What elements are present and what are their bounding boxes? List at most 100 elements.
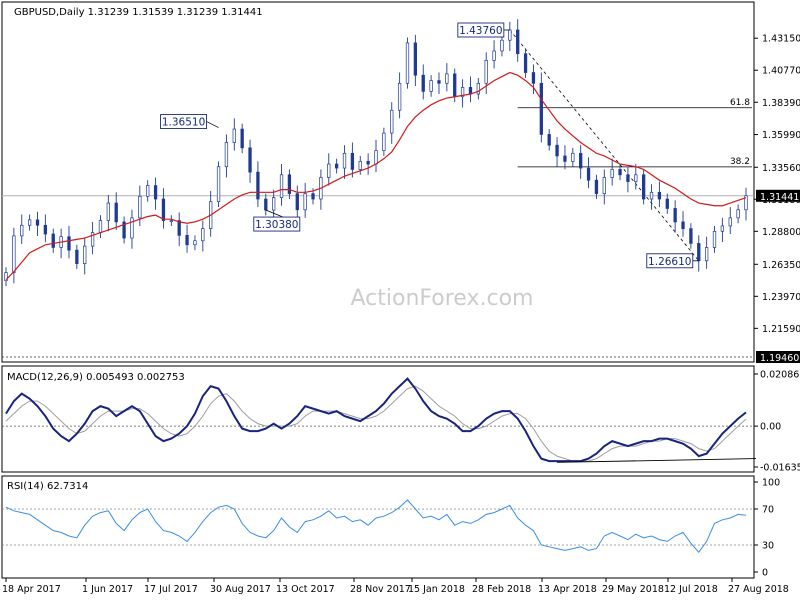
candle	[130, 209, 134, 249]
rsi-tick-label: 70	[762, 505, 774, 516]
candle	[413, 34, 418, 86]
candle	[146, 180, 150, 202]
main-panel-frame	[1, 1, 755, 363]
candle	[75, 244, 79, 269]
date-tick-label: 17 Jul 2017	[144, 584, 198, 595]
candle-body	[67, 236, 71, 251]
candle	[539, 72, 543, 143]
candle-body	[295, 193, 299, 211]
rsi-line	[5, 499, 747, 554]
candle-body	[697, 243, 701, 262]
rsi-tick-label: 30	[762, 541, 774, 552]
candle	[327, 153, 331, 186]
candle	[437, 72, 441, 95]
candle	[67, 225, 71, 259]
rsi-panel-content	[2, 499, 754, 554]
macd-panel-content	[2, 377, 757, 463]
candle	[736, 204, 740, 224]
candle-body	[453, 73, 457, 98]
candle	[563, 145, 567, 170]
candle	[681, 211, 685, 237]
candle-body	[728, 217, 732, 227]
candle-body	[720, 225, 725, 232]
candle-body	[476, 82, 480, 95]
candle-body	[744, 195, 748, 211]
candle	[350, 142, 355, 178]
candle	[421, 64, 425, 100]
candle-body	[334, 163, 339, 169]
price-tick-label: 1.35990	[762, 130, 800, 141]
candle-body	[98, 220, 103, 234]
candle	[279, 164, 284, 206]
price-tick-label: 1.28800	[762, 227, 800, 238]
candle-body	[563, 155, 567, 162]
candle-body	[232, 128, 236, 143]
candle	[689, 223, 693, 249]
candle	[445, 63, 449, 92]
candle	[106, 194, 110, 232]
candle-body	[736, 209, 740, 219]
candle	[594, 174, 599, 200]
candle-body	[484, 60, 488, 84]
candle-body	[256, 171, 260, 200]
candle	[618, 164, 622, 181]
candle-body	[689, 228, 693, 244]
candle	[248, 139, 252, 183]
candle	[531, 64, 536, 95]
candle-body	[523, 53, 528, 73]
price-callout: 1.36510	[160, 114, 219, 130]
candle-body	[673, 208, 677, 223]
candle-body	[358, 160, 362, 170]
fib-level-label: 61.8	[730, 98, 750, 108]
callout-box	[160, 114, 208, 130]
candle	[555, 137, 559, 167]
candle-body	[240, 128, 244, 149]
price-tick-label: 1.40770	[762, 66, 800, 77]
callout-box	[457, 22, 505, 38]
candle-body	[460, 86, 465, 98]
price-tick-label: 1.33560	[762, 163, 800, 174]
watermark: ActionForex.com	[351, 286, 534, 311]
candle-body	[279, 174, 284, 199]
candle	[83, 238, 87, 275]
candle-body	[366, 160, 370, 165]
candle-body	[397, 82, 402, 111]
candle-body	[508, 29, 512, 41]
date-tick-label: 12 Jul 2018	[664, 584, 718, 595]
candle	[657, 181, 662, 208]
candle-body	[106, 202, 110, 221]
date-tick-label: 28 Nov 2017	[350, 584, 411, 595]
candle-body	[594, 179, 599, 194]
candle	[303, 182, 307, 218]
candle-body	[500, 39, 504, 52]
candle	[665, 193, 669, 214]
candle-body	[516, 29, 520, 55]
candle	[169, 215, 173, 226]
candle	[642, 169, 646, 205]
candle-body	[539, 82, 543, 135]
candle-body	[130, 217, 134, 239]
candle	[673, 200, 677, 233]
candle	[626, 166, 630, 193]
candle-body	[437, 80, 441, 84]
candle	[397, 72, 402, 119]
candle-body	[303, 193, 307, 211]
callout-label: 1.43760	[459, 25, 502, 37]
price-tick-label: 1.38390	[762, 98, 800, 109]
price-tick-label: 1.43150	[762, 34, 800, 45]
candle	[366, 153, 370, 175]
candle-body	[382, 132, 386, 151]
main-panel-header: GBPUSD,Daily 1.31239 1.31539 1.31239 1.3…	[14, 7, 263, 18]
candle	[744, 187, 748, 221]
candle-body	[83, 245, 87, 264]
candle-body	[555, 144, 559, 157]
candle-body	[177, 220, 181, 236]
candle-body	[153, 185, 158, 200]
candle	[35, 211, 40, 237]
callout-box	[253, 216, 301, 232]
candle-body	[201, 228, 205, 242]
candle-body	[51, 233, 55, 248]
candle-body	[327, 163, 331, 178]
candle-body	[35, 219, 40, 226]
